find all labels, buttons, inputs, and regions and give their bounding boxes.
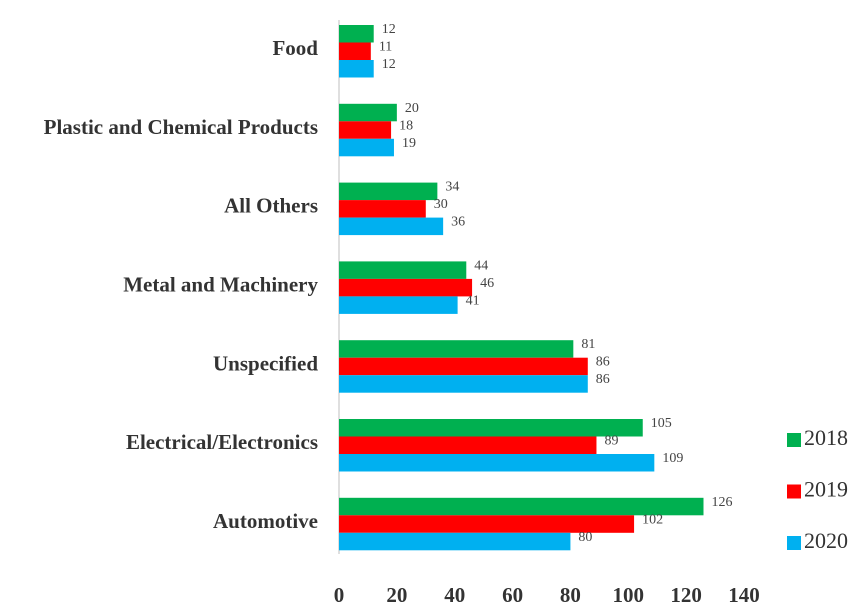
bar xyxy=(339,42,371,60)
legend-label: 2018 xyxy=(804,425,848,450)
bar xyxy=(339,515,635,533)
y-tick-label: Unspecified xyxy=(213,351,318,375)
data-label: 86 xyxy=(596,355,610,370)
data-label: 36 xyxy=(451,215,465,230)
x-tick-label: 0 xyxy=(334,583,345,607)
bar xyxy=(339,217,444,236)
y-tick-label: Electrical/Electronics xyxy=(126,430,318,454)
y-tick-label: All Others xyxy=(224,194,318,218)
data-label: 105 xyxy=(651,416,672,431)
data-label: 11 xyxy=(379,39,392,54)
bar xyxy=(339,296,458,314)
data-label: 19 xyxy=(402,136,416,151)
bar xyxy=(339,278,473,297)
data-label: 12 xyxy=(382,22,396,37)
data-label: 86 xyxy=(596,372,610,387)
data-label: 109 xyxy=(662,451,683,466)
bar xyxy=(339,138,394,157)
data-label: 18 xyxy=(399,118,413,133)
data-label: 102 xyxy=(642,512,663,527)
bar xyxy=(339,182,438,201)
y-tick-label: Plastic and Chemical Products xyxy=(44,115,318,139)
x-tick-label: 100 xyxy=(613,583,645,607)
y-tick-label: Metal and Machinery xyxy=(123,272,318,296)
bar xyxy=(339,497,704,516)
x-tick-label: 120 xyxy=(670,583,702,607)
bar xyxy=(339,375,588,393)
x-tick-label: 80 xyxy=(560,583,581,607)
bar xyxy=(339,261,467,279)
x-tick-label: 60 xyxy=(502,583,523,607)
bar xyxy=(339,121,392,139)
bar xyxy=(339,200,426,218)
data-label: 44 xyxy=(474,258,488,273)
data-label: 126 xyxy=(712,495,733,510)
data-label: 81 xyxy=(581,337,595,352)
bar xyxy=(339,103,397,122)
data-label: 34 xyxy=(445,180,459,195)
bar xyxy=(339,454,655,472)
legend-swatch xyxy=(787,484,801,499)
legend-label: 2019 xyxy=(804,477,848,502)
bar xyxy=(339,340,574,358)
x-tick-label: 40 xyxy=(444,583,465,607)
x-tick-label: 20 xyxy=(386,583,407,607)
bar xyxy=(339,419,643,437)
bar xyxy=(339,357,588,376)
data-label: 41 xyxy=(466,293,480,308)
data-label: 30 xyxy=(434,197,448,212)
data-label: 80 xyxy=(578,530,592,545)
legend-swatch xyxy=(787,536,801,550)
y-tick-label: Automotive xyxy=(213,509,318,533)
legend-label: 2020 xyxy=(804,528,848,553)
data-label: 89 xyxy=(604,433,618,448)
bar xyxy=(339,25,374,43)
legend-swatch xyxy=(787,433,801,447)
bar xyxy=(339,60,374,78)
data-label: 20 xyxy=(405,101,419,116)
x-tick-label: 140 xyxy=(728,583,760,607)
y-tick-label: Food xyxy=(272,36,318,60)
bar xyxy=(339,532,571,551)
data-label: 46 xyxy=(480,276,494,291)
data-label: 12 xyxy=(382,57,396,72)
bar xyxy=(339,436,597,454)
